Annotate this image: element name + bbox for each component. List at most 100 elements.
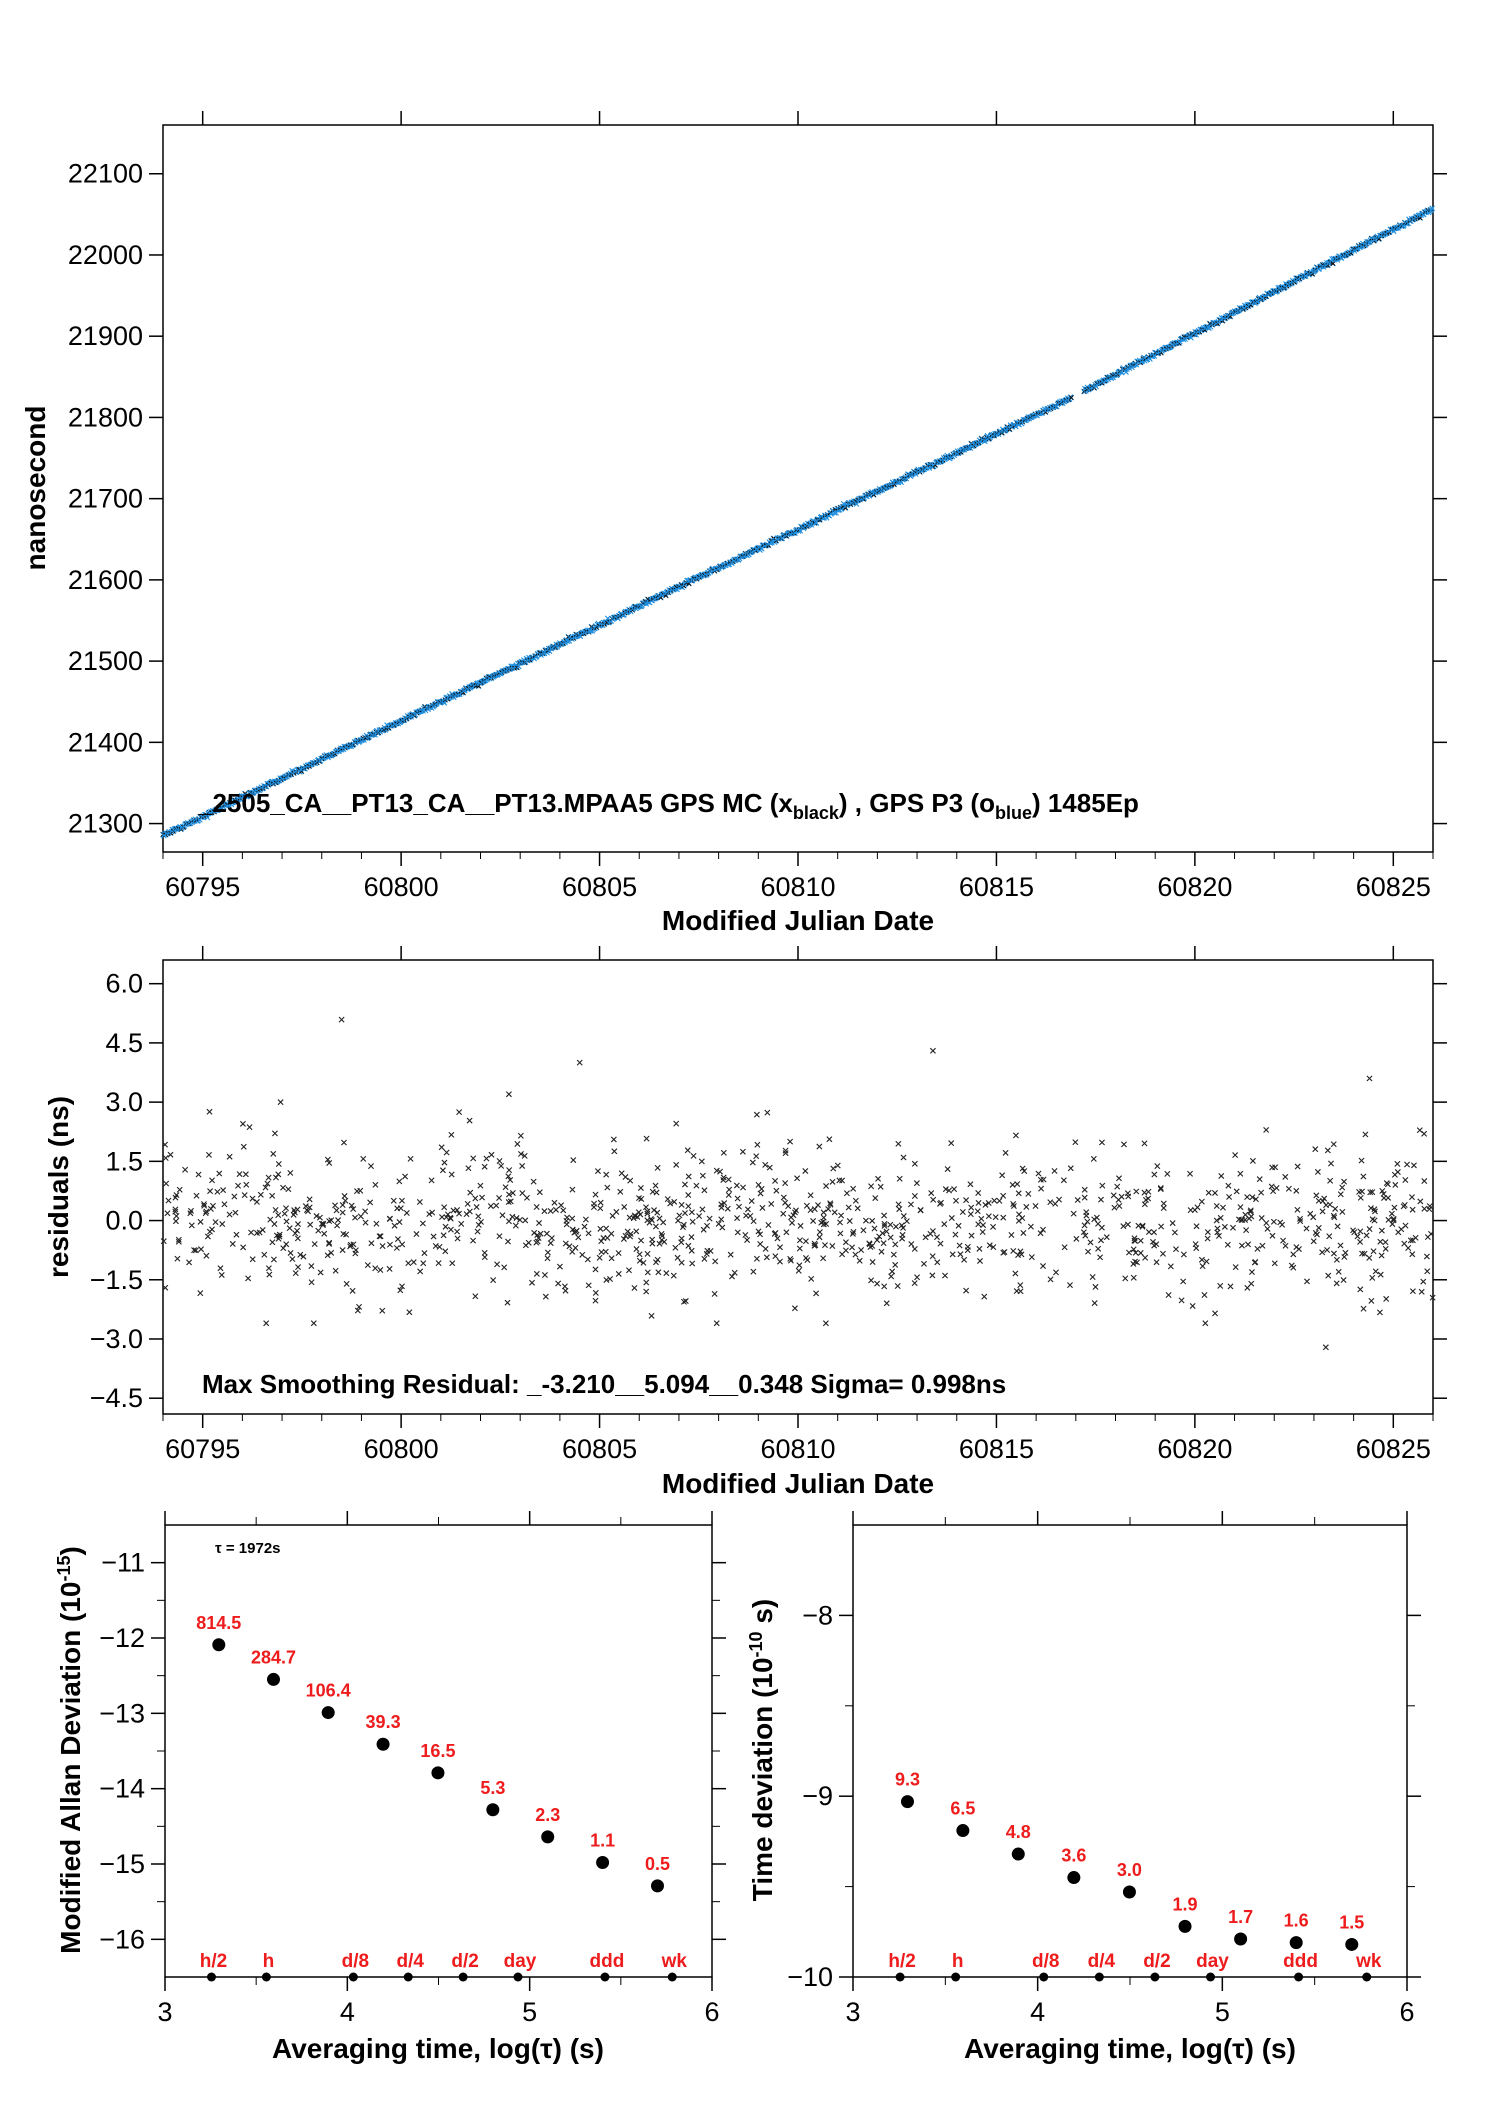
residual-point	[968, 1232, 975, 1239]
residual-point	[852, 1197, 859, 1204]
residual-point	[505, 1218, 512, 1225]
residual-point	[938, 1199, 944, 1206]
residual-point	[1084, 1218, 1091, 1225]
residual-point	[881, 1212, 888, 1219]
mdev-point-label: 1.1	[590, 1830, 615, 1850]
residual-point	[553, 1206, 559, 1213]
residual-point	[822, 1320, 829, 1327]
residual-point	[1151, 1242, 1158, 1249]
residual-point	[731, 1269, 738, 1276]
residual-point	[287, 1169, 294, 1176]
residual-point	[991, 1197, 998, 1204]
residual-point	[541, 1208, 548, 1215]
residual-point	[317, 1269, 324, 1276]
residual-point	[839, 1177, 846, 1184]
phase-y-tick-label: 21600	[68, 565, 143, 595]
residual-point	[429, 1209, 436, 1216]
residual-point	[419, 1220, 426, 1227]
residual-point	[367, 1199, 374, 1206]
residual-point	[505, 1199, 512, 1206]
residual-point	[911, 1193, 918, 1199]
residual-point	[883, 1300, 890, 1307]
residual-point	[627, 1177, 634, 1184]
residual-point	[796, 1245, 803, 1252]
residual-point	[402, 1173, 409, 1180]
residual-point	[172, 1206, 179, 1213]
mdev-y-tick-label: −15	[99, 1849, 145, 1879]
residual-point	[816, 1229, 823, 1236]
residual-point	[390, 1197, 397, 1204]
residual-point	[220, 1187, 227, 1194]
residual-point	[466, 1208, 473, 1215]
residual-point	[975, 1189, 982, 1196]
residual-point	[876, 1233, 883, 1240]
residual-point	[1420, 1278, 1427, 1285]
residual-point	[1072, 1139, 1079, 1146]
residual-point	[285, 1186, 292, 1193]
residual-outlier-point	[576, 1059, 583, 1066]
residual-point	[1023, 1203, 1030, 1210]
residual-point	[357, 1213, 364, 1220]
residual-point	[907, 1201, 914, 1208]
residual-point	[734, 1229, 741, 1236]
residual-point	[854, 1205, 861, 1212]
residual-point	[742, 1232, 749, 1238]
residual-point	[725, 1176, 732, 1183]
residual-point	[765, 1222, 772, 1229]
residual-point	[1205, 1189, 1212, 1196]
residual-point	[1377, 1271, 1384, 1278]
residual-point	[917, 1207, 924, 1214]
residual-point	[291, 1207, 298, 1214]
residual-point	[506, 1191, 513, 1198]
residual-point	[537, 1230, 544, 1237]
residual-point	[1035, 1170, 1042, 1177]
tdev-y-tick-label: −10	[787, 1962, 833, 1992]
residual-point	[1238, 1216, 1245, 1223]
residual-point	[334, 1222, 341, 1229]
residual-point	[1263, 1220, 1270, 1226]
residual-point	[391, 1222, 398, 1229]
residual-point	[617, 1188, 624, 1195]
residual-point	[772, 1253, 779, 1260]
residual-point	[815, 1202, 821, 1209]
residual-point	[941, 1221, 948, 1228]
residual-point	[1047, 1276, 1054, 1283]
residual-point	[1227, 1283, 1234, 1290]
residual-point	[1398, 1226, 1405, 1233]
residual-point	[675, 1217, 682, 1224]
residual-point	[498, 1162, 505, 1169]
residual-point	[696, 1213, 703, 1220]
residual-point	[173, 1213, 180, 1219]
residual-point	[868, 1183, 875, 1190]
residual-point	[579, 1251, 586, 1258]
residual-point	[313, 1213, 320, 1220]
residual-point	[869, 1217, 876, 1224]
residual-point	[927, 1230, 934, 1237]
residual-point	[688, 1209, 695, 1216]
residual-point	[643, 1135, 650, 1142]
residual-point	[339, 1247, 346, 1254]
residual-point	[688, 1234, 695, 1241]
residual-point	[842, 1239, 849, 1246]
residual-point	[685, 1173, 692, 1180]
residual-point	[842, 1247, 849, 1254]
residual-point	[797, 1222, 804, 1229]
phase-x-tick-label: 60820	[1157, 872, 1232, 902]
residual-point	[811, 1240, 818, 1247]
residual-point	[1229, 1224, 1236, 1231]
residual-point	[946, 1187, 953, 1194]
tdev-ticks: 3 4 5 6 −8 −9 −10	[787, 1511, 1421, 2027]
residual-point	[1361, 1250, 1368, 1257]
residual-point	[470, 1237, 477, 1244]
residual-point	[1421, 1178, 1428, 1185]
residual-point	[1354, 1233, 1361, 1240]
residual-point	[1429, 1294, 1436, 1301]
residual-point	[929, 1253, 936, 1260]
residual-point	[1151, 1229, 1157, 1236]
residual-point	[192, 1247, 199, 1254]
residual-point	[1165, 1292, 1172, 1298]
residual-point	[762, 1245, 769, 1252]
residual-point	[830, 1165, 837, 1172]
residual-point	[911, 1280, 918, 1287]
residual-point	[1040, 1226, 1046, 1233]
